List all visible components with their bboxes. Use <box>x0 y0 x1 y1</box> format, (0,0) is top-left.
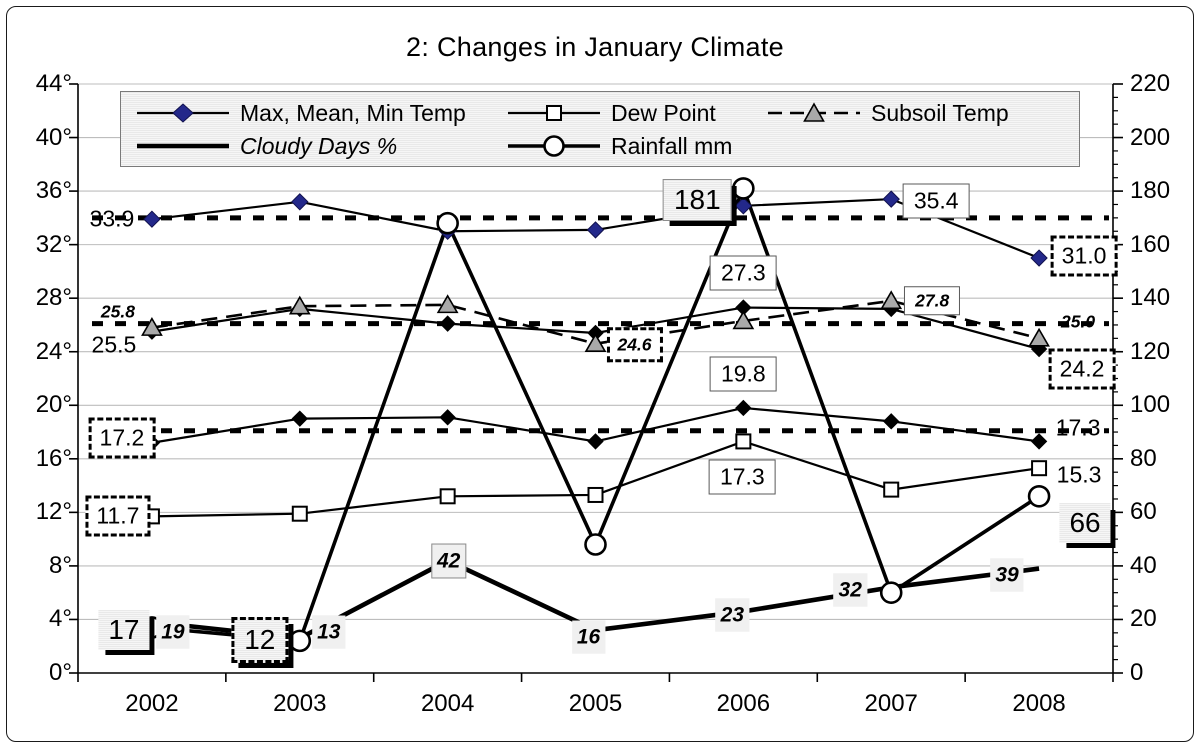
max-marker <box>734 197 753 215</box>
rain-line <box>151 186 1041 643</box>
dew-marker <box>439 488 456 505</box>
min-marker <box>587 433 604 450</box>
min-marker <box>883 413 900 430</box>
rain-marker <box>436 211 459 235</box>
dew-marker <box>143 508 160 525</box>
subsoil-marker <box>880 290 903 310</box>
min-marker <box>1030 433 1048 450</box>
rain-marker <box>288 629 312 653</box>
mean-marker <box>439 315 456 332</box>
max-marker <box>882 190 900 208</box>
dew-marker <box>1031 460 1048 477</box>
subsoil-marker <box>436 294 459 314</box>
dew-marker <box>735 433 752 450</box>
rain-marker <box>1027 484 1051 508</box>
min-marker <box>735 399 752 417</box>
min-marker <box>439 409 456 426</box>
mean-marker <box>735 299 752 316</box>
subsoil-marker <box>732 310 755 330</box>
rain-marker <box>140 616 164 639</box>
subsoil-marker <box>141 317 163 336</box>
min-marker <box>291 410 308 427</box>
subsoil-marker <box>288 295 311 315</box>
dew-marker <box>587 486 604 503</box>
dew-marker <box>883 481 900 498</box>
rain-marker <box>732 177 755 200</box>
dew-line <box>151 440 1040 518</box>
min-marker <box>143 434 161 451</box>
rain-marker <box>879 581 903 604</box>
max-marker <box>586 221 605 239</box>
max-marker <box>143 210 161 228</box>
max-marker <box>1030 249 1048 267</box>
max-marker <box>291 193 309 211</box>
cloudy-line <box>151 558 1040 641</box>
rain-marker <box>584 533 607 556</box>
subsoil-marker <box>1028 327 1050 347</box>
dew-marker <box>291 505 308 522</box>
subsoil-marker <box>584 333 607 352</box>
